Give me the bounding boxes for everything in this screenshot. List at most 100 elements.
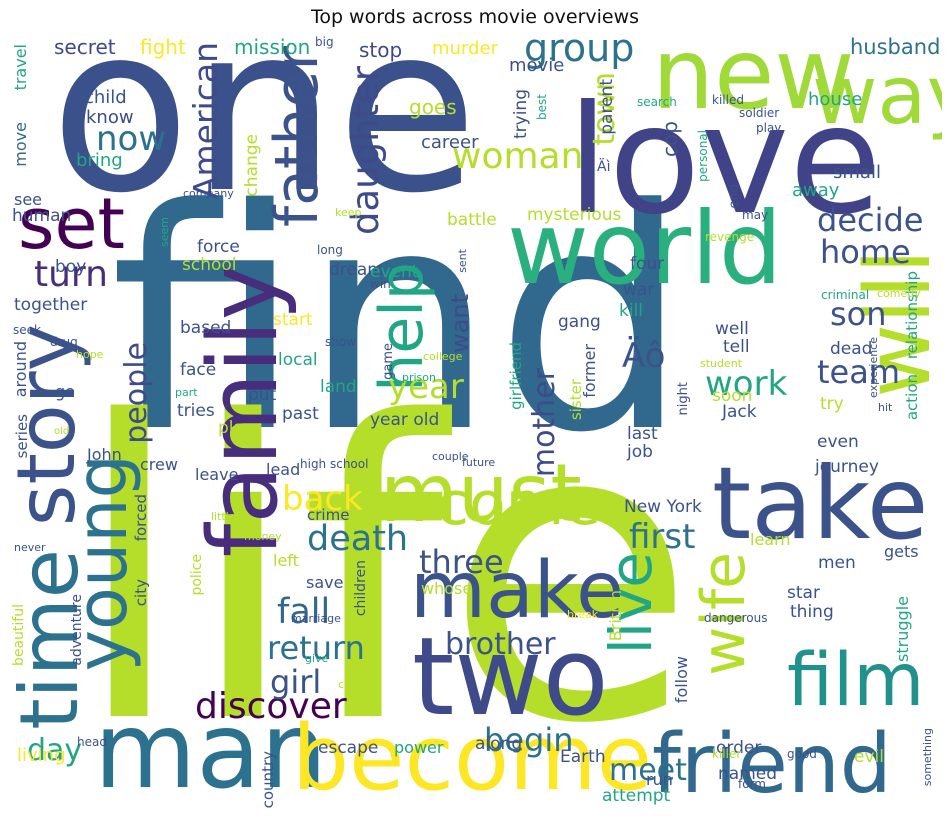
word-couple: couple xyxy=(432,450,469,463)
word-decide: decide xyxy=(817,201,924,239)
word-experience: experience xyxy=(867,337,880,398)
word-left: left xyxy=(273,551,299,570)
word-give: give xyxy=(305,652,329,665)
word-death: death xyxy=(307,519,409,559)
word-never: never xyxy=(14,541,46,554)
word-crime: crime xyxy=(307,506,350,524)
word-find: find xyxy=(110,144,690,499)
word-head: head xyxy=(77,735,107,749)
word-country: country xyxy=(259,751,277,809)
word-killer: killer xyxy=(712,747,742,761)
word-high-school: high school xyxy=(300,457,369,471)
word-new-york: New York xyxy=(624,497,702,517)
word-mysterious: mysterious xyxy=(527,205,622,225)
word-case: case xyxy=(338,678,364,691)
word-set: set xyxy=(18,183,125,265)
word-john: John xyxy=(87,445,122,464)
word-goes: goes xyxy=(409,95,457,119)
word-kill: kill xyxy=(619,301,644,321)
word-boy: boy xyxy=(55,257,87,277)
word-movie: movie xyxy=(509,55,565,76)
word-make: make xyxy=(410,546,625,636)
word-house: house xyxy=(808,89,863,110)
word-stop: stop xyxy=(359,38,403,62)
word-turn: turn xyxy=(34,254,108,295)
word-company: company xyxy=(183,187,234,200)
word-student: student xyxy=(700,357,743,370)
word-begin: begin xyxy=(484,721,574,759)
word-keep: keep xyxy=(335,206,362,219)
word-year: year xyxy=(388,367,464,407)
word-man: man xyxy=(94,690,328,812)
word-bring: bring xyxy=(76,150,123,171)
word-school: school xyxy=(182,255,237,275)
word-may: may xyxy=(742,208,769,222)
word-prison: prison xyxy=(402,371,436,384)
word-jack: Jack xyxy=(722,402,757,422)
word-gets: gets xyxy=(884,542,919,561)
word-form: form xyxy=(738,777,766,791)
word-game: game xyxy=(381,343,396,380)
word-break: break xyxy=(567,608,599,621)
chart-title: Top words across movie overviews xyxy=(310,6,640,28)
word-local: local xyxy=(278,350,318,370)
word-event: event xyxy=(370,262,419,282)
word-must: must xyxy=(380,447,582,540)
word-together: together xyxy=(14,295,88,315)
word-evil: evil xyxy=(854,747,884,767)
word-night: night xyxy=(676,382,691,416)
word-two: two xyxy=(412,615,609,740)
word-way: way xyxy=(812,49,942,142)
word-gang: gang xyxy=(558,312,601,332)
word-go: go xyxy=(55,382,75,401)
word-leave: leave xyxy=(195,465,239,484)
word-film: film xyxy=(787,638,925,723)
word-star: star xyxy=(787,583,820,603)
word-human: human xyxy=(12,206,72,226)
word-tell: tell xyxy=(723,337,750,357)
word-along: along xyxy=(475,734,523,754)
word-even: even xyxy=(817,432,859,452)
word-seem: seem xyxy=(158,217,171,247)
word-escape: escape xyxy=(318,738,379,758)
word-lead: lead xyxy=(266,460,301,479)
word-love: love xyxy=(567,74,882,248)
word-play: play xyxy=(756,121,782,135)
word-journey: journey xyxy=(815,457,879,477)
word-try: try xyxy=(820,394,844,414)
word-tries: tries xyxy=(177,401,215,421)
word-something: something xyxy=(921,728,934,787)
word-well: well xyxy=(715,319,749,339)
word-past: past xyxy=(282,404,319,424)
word-come: come xyxy=(436,469,602,539)
word-move: move xyxy=(12,122,30,167)
word-forced: forced xyxy=(132,494,150,542)
word-face: face xyxy=(180,360,217,380)
word-men: men xyxy=(818,553,856,573)
word-secret: secret xyxy=(54,35,116,59)
word-girl: girl xyxy=(270,663,322,701)
word-city: city xyxy=(132,579,150,607)
word-show: show xyxy=(325,335,357,349)
word-adventure: adventure xyxy=(69,594,85,666)
word-save: save xyxy=(306,573,344,592)
word-mission: mission xyxy=(234,35,311,59)
word--: Äô xyxy=(622,336,666,376)
word-four: four xyxy=(630,254,665,274)
word-series: series xyxy=(13,414,31,459)
word-know: know xyxy=(86,107,134,128)
word-fall: fall xyxy=(277,592,331,632)
word-american: American xyxy=(186,42,225,200)
word-children: children xyxy=(353,560,369,617)
word-child: child xyxy=(84,87,127,108)
word-want: want xyxy=(446,294,474,353)
word-college: college xyxy=(423,350,463,363)
word-people: people xyxy=(119,342,154,444)
word-first: first xyxy=(629,517,696,557)
word-hope: hope xyxy=(76,348,104,361)
word-attempt: attempt xyxy=(602,786,671,806)
word-day: day xyxy=(27,733,83,768)
word-hit: hit xyxy=(878,401,893,414)
word-best: best xyxy=(535,94,549,120)
word-change: change xyxy=(242,134,262,197)
